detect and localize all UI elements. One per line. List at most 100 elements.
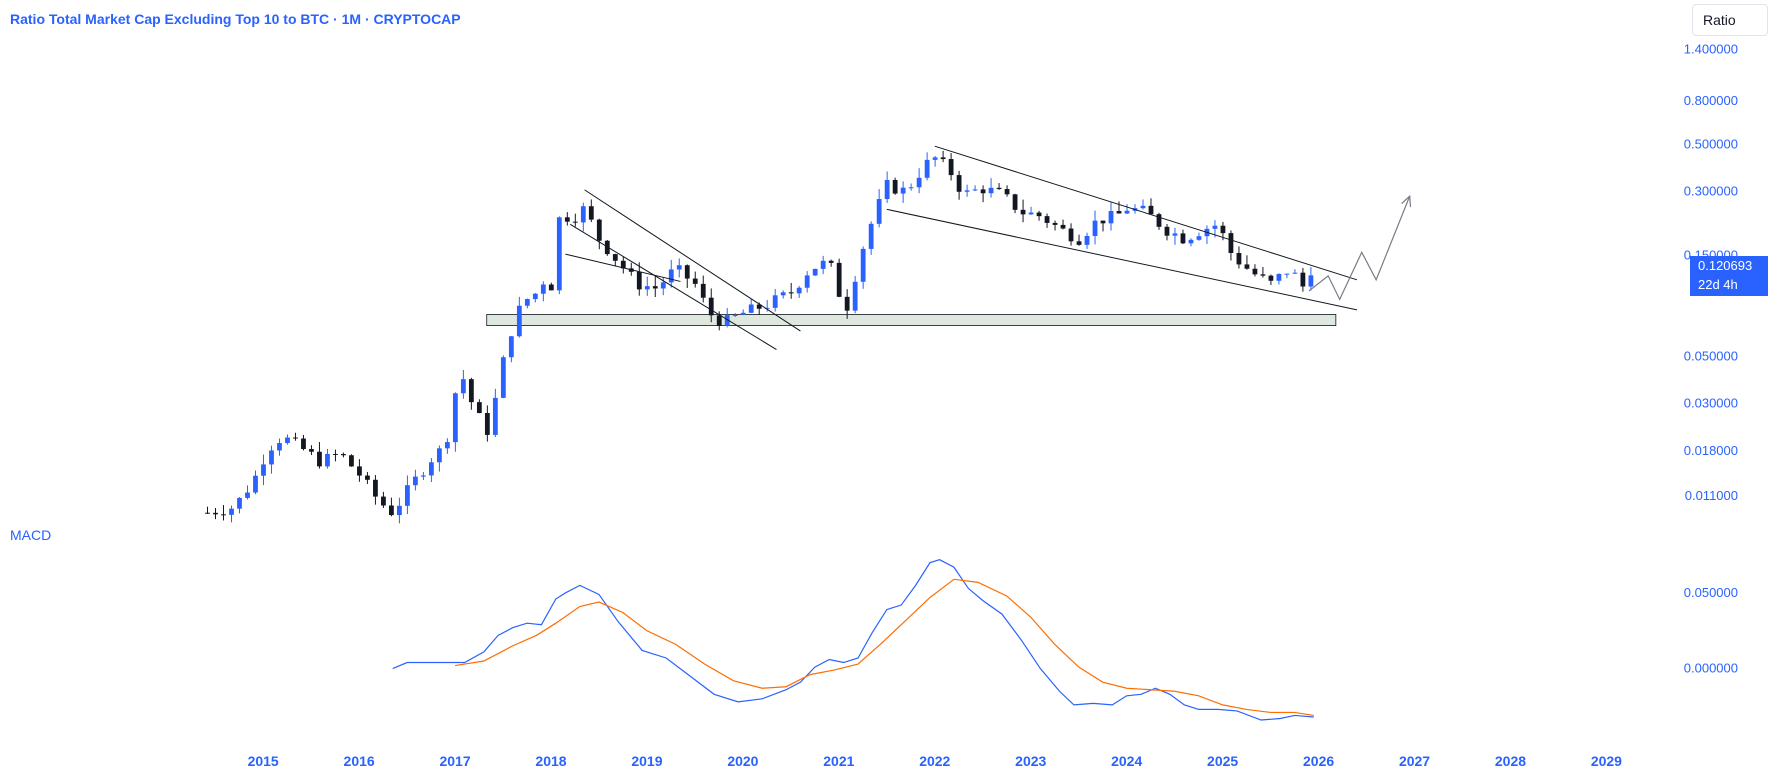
candle-body — [636, 271, 642, 290]
candle-body — [868, 223, 874, 249]
candle-body — [932, 157, 938, 160]
candle-body — [237, 497, 242, 509]
candle-body — [397, 505, 402, 516]
candle-body — [964, 190, 970, 192]
candle-body — [1188, 239, 1194, 244]
candle-body — [221, 514, 226, 516]
x-tick-label: 2027 — [1399, 753, 1430, 769]
candle-body — [940, 157, 946, 160]
candle-body — [492, 397, 498, 435]
candle-body — [996, 187, 1002, 190]
candle-body — [245, 492, 250, 498]
support-zone — [486, 314, 1337, 326]
candle-body — [452, 393, 458, 443]
candle-body — [1236, 253, 1242, 265]
y-tick-label: 0.050000 — [1684, 349, 1738, 364]
x-tick-label: 2024 — [1111, 753, 1142, 769]
candle-body — [460, 379, 466, 394]
candle-body — [1220, 225, 1226, 234]
candle-body — [668, 269, 674, 283]
y-tick-label: 0.800000 — [1684, 93, 1738, 108]
candle-body — [1172, 233, 1178, 236]
candle-body — [1308, 275, 1314, 287]
candle-body — [748, 304, 754, 313]
candle-body — [844, 296, 850, 311]
candle-body — [1012, 194, 1018, 210]
candle-body — [373, 479, 378, 497]
scale-mode-button[interactable]: Ratio — [1692, 4, 1768, 36]
signal-line — [454, 578, 1314, 717]
candle-body — [524, 299, 530, 306]
candle-body — [381, 496, 386, 506]
candle-body — [1244, 264, 1250, 269]
candle-body — [972, 189, 978, 191]
x-tick-label: 2017 — [439, 753, 470, 769]
candle-body — [772, 295, 778, 308]
candle-body — [317, 451, 322, 467]
trendline — [886, 208, 1358, 311]
candle-body — [508, 336, 514, 358]
projection-path — [1308, 195, 1411, 301]
candle-body — [1260, 274, 1266, 276]
trendline — [584, 189, 801, 332]
x-tick-label: 2018 — [535, 753, 566, 769]
y-tick-label: 0.300000 — [1684, 183, 1738, 198]
macd-indicator-label[interactable]: MACD — [10, 527, 52, 543]
candle-body — [261, 464, 266, 476]
candle-body — [596, 219, 602, 241]
candle-body — [820, 260, 826, 269]
candle-body — [301, 438, 306, 450]
x-tick-label: 2019 — [631, 753, 662, 769]
x-tick-label: 2022 — [919, 753, 950, 769]
candle-body — [389, 505, 394, 516]
candle-body — [924, 159, 930, 178]
candle-body — [556, 217, 562, 291]
candle-body — [588, 206, 594, 220]
candle-body — [365, 475, 370, 480]
candle-body — [1180, 233, 1186, 244]
candle-body — [860, 248, 866, 282]
candle-body — [1252, 268, 1258, 275]
candle-body — [540, 284, 546, 294]
candle-body — [1004, 189, 1010, 195]
macd-line — [392, 559, 1314, 721]
candle-body — [580, 206, 586, 223]
candle-body — [788, 292, 794, 294]
candle-body — [876, 199, 882, 224]
y-tick-label: 0.500000 — [1684, 136, 1738, 151]
candle-body — [884, 179, 890, 200]
trendline — [569, 223, 777, 350]
candle-body — [229, 508, 234, 515]
x-tick-label: 2029 — [1591, 753, 1622, 769]
macd-y-tick-label: 0.000000 — [1684, 661, 1738, 676]
candle-body — [325, 453, 330, 467]
candle-body — [796, 287, 802, 294]
x-tick-label: 2028 — [1495, 753, 1526, 769]
candle-body — [500, 357, 506, 398]
candle-body — [476, 402, 482, 414]
candle-body — [1196, 236, 1202, 240]
candle-body — [700, 283, 706, 298]
candle-body — [676, 265, 682, 270]
candle-body — [1164, 226, 1170, 236]
candle-body — [253, 475, 258, 493]
candle-body — [1092, 220, 1098, 236]
macd-y-tick-label: 0.050000 — [1684, 585, 1738, 600]
candle-body — [1068, 228, 1074, 242]
trendline — [934, 145, 1358, 281]
candle-body — [956, 175, 962, 192]
candle-body — [349, 455, 354, 467]
candle-body — [764, 307, 770, 309]
candle-body — [652, 286, 658, 289]
candle-body — [692, 278, 698, 284]
candle-body — [804, 275, 810, 288]
candle-body — [548, 284, 554, 291]
candle-body — [852, 281, 858, 311]
projection-arrowhead — [1401, 194, 1412, 208]
candle-body — [1300, 272, 1306, 287]
x-tick-label: 2020 — [727, 753, 758, 769]
candle-body — [732, 314, 738, 316]
x-tick-label: 2016 — [344, 753, 375, 769]
